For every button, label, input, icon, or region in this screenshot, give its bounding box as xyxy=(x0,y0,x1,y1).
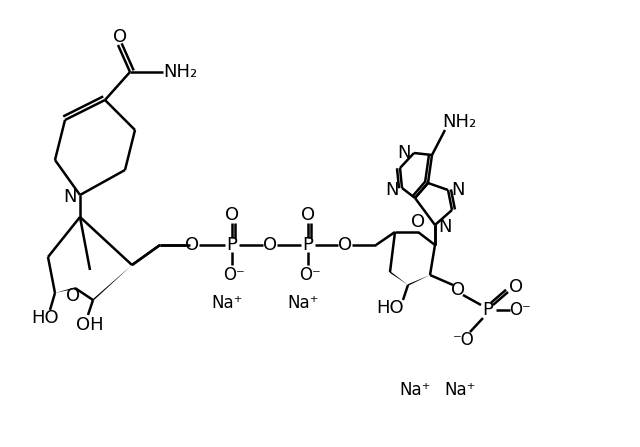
Text: ⁻O: ⁻O xyxy=(453,331,475,349)
Text: P: P xyxy=(227,236,237,254)
Text: NH₂: NH₂ xyxy=(442,113,476,131)
Text: OH: OH xyxy=(76,316,104,334)
Text: O: O xyxy=(185,236,199,254)
Text: O: O xyxy=(338,236,352,254)
Text: N: N xyxy=(385,181,399,199)
Polygon shape xyxy=(93,265,132,300)
Text: Na⁺: Na⁺ xyxy=(399,381,431,399)
Text: N: N xyxy=(438,218,452,236)
Text: O⁻: O⁻ xyxy=(509,301,531,319)
Text: O: O xyxy=(113,28,127,46)
Text: HO: HO xyxy=(376,299,404,317)
Text: O: O xyxy=(263,236,277,254)
Polygon shape xyxy=(390,271,408,285)
Text: N: N xyxy=(397,144,411,162)
Text: O: O xyxy=(451,281,465,299)
Text: P: P xyxy=(483,301,493,319)
Text: N: N xyxy=(63,188,77,206)
Text: Na⁺: Na⁺ xyxy=(287,294,319,312)
Polygon shape xyxy=(408,275,430,286)
Text: O⁻: O⁻ xyxy=(299,266,321,284)
Text: N: N xyxy=(451,181,465,199)
Polygon shape xyxy=(55,287,75,293)
Text: O: O xyxy=(509,278,523,296)
Text: Na⁺: Na⁺ xyxy=(211,294,243,312)
Text: Na⁺: Na⁺ xyxy=(444,381,476,399)
Text: O: O xyxy=(66,287,80,305)
Text: NH₂: NH₂ xyxy=(163,63,197,81)
Text: P: P xyxy=(303,236,314,254)
Text: O⁻: O⁻ xyxy=(223,266,245,284)
Text: O: O xyxy=(411,213,425,231)
Text: HO: HO xyxy=(31,309,59,327)
Text: O: O xyxy=(225,206,239,224)
Text: O: O xyxy=(301,206,315,224)
